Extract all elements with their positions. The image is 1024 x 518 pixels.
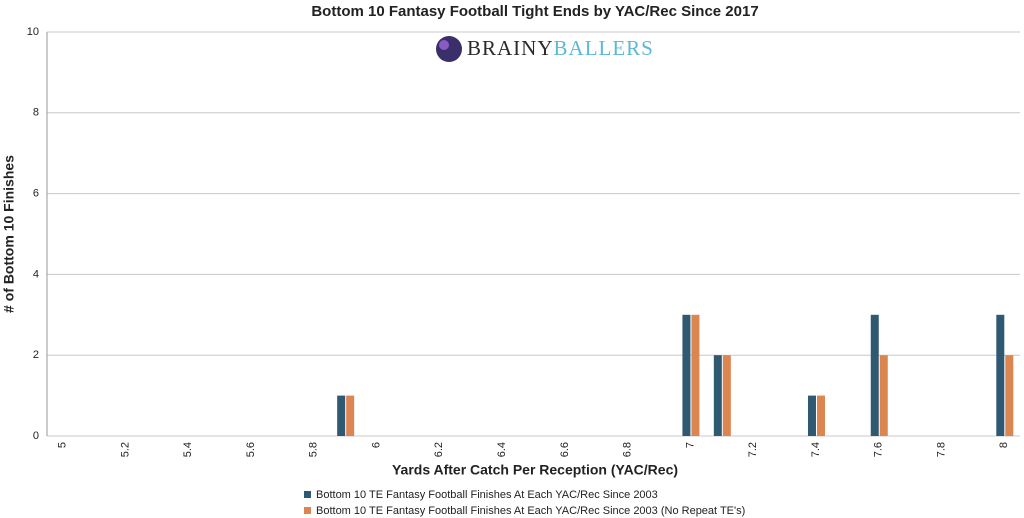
x-tick-label: 5 <box>57 442 69 448</box>
x-tick-label: 7.2 <box>747 442 759 457</box>
x-tick-label: 8 <box>998 442 1010 448</box>
legend-label: Bottom 10 TE Fantasy Football Finishes A… <box>316 489 658 501</box>
y-axis-title: # of Bottom 10 Finishes <box>1 155 17 313</box>
logo-first: BRAINY <box>467 36 554 60</box>
x-tick-label: 7.4 <box>810 442 822 457</box>
x-tick-label: 5.6 <box>245 442 257 457</box>
y-tick-label: 4 <box>33 268 39 280</box>
bar <box>996 314 1005 436</box>
x-tick-label: 6.8 <box>622 442 634 457</box>
x-axis-title: Yards After Catch Per Reception (YAC/Rec… <box>392 462 678 478</box>
x-tick-label: 5.4 <box>182 442 194 457</box>
x-tick-label: 6.2 <box>433 442 445 457</box>
x-tick-label: 7.8 <box>935 442 947 457</box>
logo-text: BRAINYBALLERS <box>467 36 654 60</box>
y-tick-label: 2 <box>33 349 39 361</box>
logo-helmet-shine <box>439 40 449 50</box>
bar <box>879 355 888 436</box>
logo: BRAINYBALLERS <box>436 36 654 62</box>
x-tick-label: 6.6 <box>559 442 571 457</box>
x-tick-label: 6.4 <box>496 442 508 457</box>
x-tick-label: 7 <box>684 442 696 448</box>
bar <box>722 355 731 436</box>
legend-label: Bottom 10 TE Fantasy Football Finishes A… <box>316 505 745 517</box>
x-tick-label: 5.2 <box>119 442 131 457</box>
legend-swatch <box>304 491 311 498</box>
bar <box>691 314 700 436</box>
y-tick-label: 0 <box>33 430 39 442</box>
x-tick-label: 6 <box>370 442 382 448</box>
y-tick-label: 8 <box>33 107 39 119</box>
bar <box>870 314 879 436</box>
bar <box>1005 355 1014 436</box>
chart-title: Bottom 10 Fantasy Football Tight Ends by… <box>311 3 758 20</box>
bar <box>337 395 346 436</box>
bar <box>816 395 825 436</box>
legend-swatch <box>304 507 311 514</box>
bar <box>682 314 691 436</box>
bar <box>713 355 722 436</box>
y-tick-label: 6 <box>33 188 39 200</box>
bar <box>346 395 355 436</box>
x-tick-label: 7.6 <box>873 442 885 457</box>
x-tick-label: 5.8 <box>308 442 320 457</box>
y-tick-label: 10 <box>27 26 39 38</box>
logo-helmet <box>436 36 462 62</box>
legend: Bottom 10 TE Fantasy Football Finishes A… <box>304 489 745 517</box>
logo-second: BALLERS <box>554 36 654 60</box>
bar <box>807 395 816 436</box>
